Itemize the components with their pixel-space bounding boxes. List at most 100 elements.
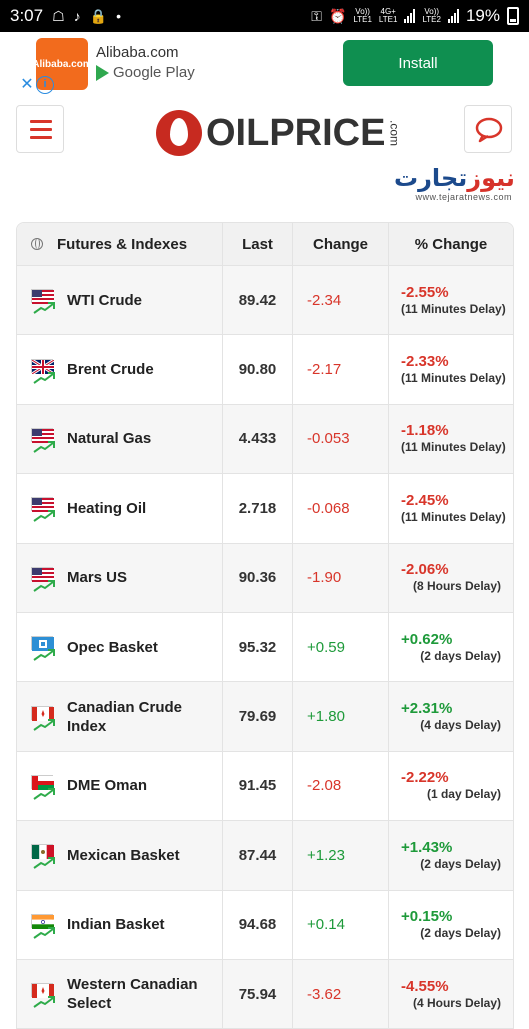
pct-change-cell: -4.55% (4 Hours Delay) [389,960,513,1028]
table-row[interactable]: Natural Gas 4.433 -0.053 -1.18% (11 Minutes … [17,403,513,474]
hamburger-bar-icon [30,136,52,139]
last-price: 87.44 [223,821,293,890]
trend-up-icon [33,440,55,453]
instrument-name[interactable]: DME Oman [67,777,148,795]
menu-button[interactable] [16,105,64,153]
trend-up-icon [33,301,55,315]
pct-change-cell: -2.33% (11 Minutes Delay) [389,335,513,403]
instrument-name[interactable]: Natural Gas [67,430,152,448]
instrument-cell[interactable]: Mars US [17,543,223,612]
flag-uk-icon [31,355,55,385]
change-value: -1.90 [293,543,389,612]
logo-text: OILPRICE [206,111,386,154]
instrument-cell[interactable]: Canadian Crude Index [17,682,223,751]
network-label: 4G+ LTE1 [378,7,398,24]
instrument-cell[interactable]: Mexican Basket [17,821,223,890]
header-futures[interactable]: Futures & Indexes [17,223,223,265]
instrument-name[interactable]: WTI Crude [67,291,142,309]
ad-app-name[interactable]: Alibaba.com [96,44,179,61]
pct-change-value: -4.55% [401,977,449,995]
table-row[interactable]: WTI Crude 89.42 -2.34 -2.55% (11 Minutes Del… [17,265,513,335]
pct-change-cell: -2.06% (8 Hours Delay) [389,544,513,612]
ad-banner[interactable]: Alibaba.com Alibaba.com Google Play Inst… [0,32,529,96]
watermark-a: تجارت [394,164,468,192]
last-price: 2.718 [223,474,293,543]
header-change[interactable]: Change [293,223,389,265]
table-row[interactable]: Mexican Basket 87.44 +1.23 +1.43% (2 days De… [17,820,513,890]
ad-close-icon[interactable]: ✕ [20,76,34,93]
battery-icon [507,7,519,25]
delay-note: (8 Hours Delay) [412,579,501,594]
flag-in-icon [31,910,55,940]
signal2-icon [447,9,459,23]
instrument-cell[interactable]: Natural Gas [17,404,223,474]
table-row[interactable]: DME Oman 91.45 -2.08 -2.22% (1 day Delay) [17,750,513,821]
table-row[interactable]: Western Canadian Select 75.94 -3.62 -4.55%(… [17,958,513,1029]
instrument-name[interactable]: Brent Crude [67,361,154,379]
pct-change-cell: +1.43% (2 days Delay) [389,821,513,889]
table-header: Futures & Indexes Last Change % Change [17,223,513,265]
oilprice-logo[interactable]: OILPRICE .com [156,110,401,156]
last-price: 4.433 [223,404,293,474]
change-value: -2.08 [293,751,389,821]
delay-note: (11 Minutes Delay) [401,371,506,386]
notification-icon: ☖ [52,7,65,24]
change-value: +0.14 [293,890,389,959]
battery-percent: 19% [465,6,500,25]
pct-change-value: +0.62% [401,630,453,648]
table-row[interactable]: Heating Oil 2.718 -0.068 -2.45% (11 Minutes … [17,473,513,543]
last-price: 75.94 [223,959,293,1029]
instrument-cell[interactable]: Brent Crude [17,335,223,404]
table-row[interactable]: Mars US 90.36 -1.90 -2.06% (8 Hours Delay) [17,542,513,612]
pct-change-cell: +0.62% (2 days Delay) [389,613,513,681]
table-row[interactable]: Canadian Crude Index 79.69 +1.80 +2.31% (4 d… [17,681,513,751]
instrument-cell[interactable]: Opec Basket [17,612,223,682]
watermark-url: www.tejaratnews.com [415,192,512,202]
instrument-name[interactable]: Indian Basket [67,916,165,934]
watermark: نیوزتجارت www.tejaratnews.com [394,164,515,202]
table-row[interactable]: Indian Basket 94.68 +0.14 +0.15% (2 days Del… [17,889,513,959]
instrument-name[interactable]: Canadian Crude Index [67,698,183,735]
change-value: +1.23 [293,821,389,890]
table-body: WTI Crude 89.42 -2.34 -2.55% (11 Minutes Del… [17,265,513,1029]
header-pct-change[interactable]: % Change [414,235,488,253]
change-value: -2.17 [293,335,389,404]
change-value: -0.053 [293,404,389,474]
signal1-icon [404,9,416,23]
flag-us-icon [31,493,55,523]
instrument-name[interactable]: Opec Basket [67,638,158,656]
lock-icon: 🔒 [89,7,108,24]
table-row[interactable]: Opec Basket 95.32 +0.59 +0.62% (2 days Delay… [17,611,513,682]
flag-ca-icon [31,979,55,1009]
change-value: +1.80 [293,682,389,751]
table-row[interactable]: Brent Crude 90.80 -2.17 -2.33% (11 Minutes D… [17,334,513,404]
hamburger-bar-icon [30,128,52,131]
pct-change-cell: -2.45% (11 Minutes Delay) [389,474,513,542]
header-last[interactable]: Last [223,223,293,265]
instrument-cell[interactable]: Western Canadian Select [17,959,223,1029]
instrument-cell[interactable]: Indian Basket [17,890,223,959]
delay-note: (1 day Delay) [426,787,501,802]
chat-button[interactable] [464,105,512,153]
pct-change-value: -2.06% [401,561,449,579]
delay-note: (11 Minutes Delay) [401,301,506,316]
instrument-name[interactable]: Mars US [67,569,128,587]
instrument-cell[interactable]: WTI Crude [17,266,223,335]
ad-store-label: Google Play [113,64,195,81]
install-button[interactable]: Install [343,40,493,86]
change-value: -2.34 [293,266,389,335]
pct-change-value: -2.33% [401,353,449,371]
change-value: -0.068 [293,474,389,543]
pct-change-value: -2.45% [401,491,449,509]
flag-us-icon [31,285,55,315]
ad-store[interactable]: Google Play [96,64,195,81]
instrument-name[interactable]: Mexican Basket [67,846,180,864]
futures-table: Futures & Indexes Last Change % Change W… [16,222,514,1029]
ad-info-icon[interactable]: i [36,76,54,94]
flag-us-icon [31,563,55,593]
instrument-name[interactable]: Heating Oil [67,499,147,517]
instrument-name[interactable]: Western Canadian Select [67,976,198,1013]
last-price: 89.42 [223,266,293,335]
instrument-cell[interactable]: DME Oman [17,751,223,821]
instrument-cell[interactable]: Heating Oil [17,474,223,543]
